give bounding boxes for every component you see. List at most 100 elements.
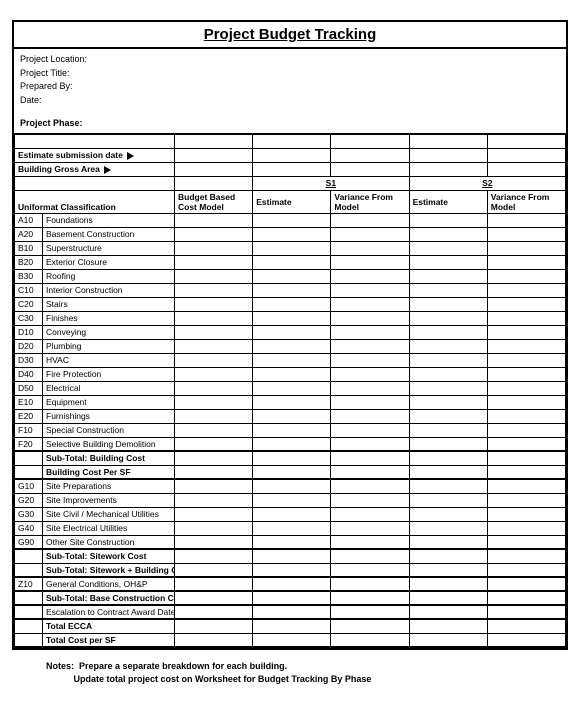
cell <box>253 381 331 395</box>
row-code: E20 <box>15 409 43 423</box>
cell <box>487 535 565 549</box>
row-desc: Exterior Closure <box>43 255 175 269</box>
notes-line-1: Prepare a separate breakdown for each bu… <box>79 661 287 671</box>
row-desc: Special Construction <box>43 423 175 437</box>
cell <box>409 325 487 339</box>
row-code: G20 <box>15 493 43 507</box>
row-code: D50 <box>15 381 43 395</box>
cell <box>331 283 409 297</box>
cell <box>331 409 409 423</box>
cell <box>487 619 565 633</box>
row-code <box>15 591 43 605</box>
cell <box>487 283 565 297</box>
row-desc: Other Site Construction <box>43 535 175 549</box>
row-code <box>15 549 43 563</box>
cell <box>409 437 487 451</box>
table-row: D40Fire Protection <box>15 367 566 381</box>
cell <box>409 353 487 367</box>
row-code: B10 <box>15 241 43 255</box>
variance-header-1: Variance From Model <box>331 190 409 213</box>
cell <box>409 227 487 241</box>
row-code: G90 <box>15 535 43 549</box>
cell <box>331 311 409 325</box>
row-desc: General Conditions, OH&P <box>43 577 175 591</box>
cell <box>331 465 409 479</box>
cell <box>253 339 331 353</box>
row-code <box>15 619 43 633</box>
row-desc: Site Electrical Utilities <box>43 521 175 535</box>
meta-block: Project Location: Project Title: Prepare… <box>14 49 566 134</box>
row-code: F20 <box>15 437 43 451</box>
cell <box>409 619 487 633</box>
subtotal-row: Total Cost per SF <box>15 633 566 647</box>
cell <box>253 605 331 619</box>
cell <box>175 297 253 311</box>
s-header-row: S1 S2 <box>15 176 566 190</box>
table-row: G90Other Site Construction <box>15 535 566 549</box>
row-code: D30 <box>15 353 43 367</box>
table-row: E20Furnishings <box>15 409 566 423</box>
spacer-row <box>15 134 566 148</box>
table-row: E10Equipment <box>15 395 566 409</box>
cell <box>409 493 487 507</box>
cell <box>175 325 253 339</box>
row-code: C20 <box>15 297 43 311</box>
project-phase-label: Project Phase: <box>20 107 560 131</box>
cell <box>409 423 487 437</box>
cell <box>175 619 253 633</box>
cell <box>331 619 409 633</box>
cell <box>253 367 331 381</box>
cell <box>175 493 253 507</box>
cell <box>175 451 253 465</box>
table-row: G40Site Electrical Utilities <box>15 521 566 535</box>
table-row: Escalation to Contract Award Date <box>15 605 566 619</box>
subtotal-row: Sub-Total: Sitework Cost <box>15 549 566 563</box>
cell <box>175 241 253 255</box>
table-row: A20Basement Construction <box>15 227 566 241</box>
cell <box>331 325 409 339</box>
table-row: F10Special Construction <box>15 423 566 437</box>
table-row: D10Conveying <box>15 325 566 339</box>
cell <box>175 563 253 577</box>
cell <box>487 213 565 227</box>
table-row: B30Roofing <box>15 269 566 283</box>
cell <box>331 605 409 619</box>
row-code: Z10 <box>15 577 43 591</box>
cell <box>409 549 487 563</box>
cell <box>409 241 487 255</box>
cell <box>253 507 331 521</box>
table-row: C30Finishes <box>15 311 566 325</box>
cell <box>175 605 253 619</box>
cell <box>175 633 253 647</box>
estimate-submission-label: Estimate submission date <box>18 150 123 160</box>
row-desc: Roofing <box>43 269 175 283</box>
row-code: G10 <box>15 479 43 493</box>
cell <box>487 367 565 381</box>
cell <box>487 577 565 591</box>
row-desc: HVAC <box>43 353 175 367</box>
cell <box>253 437 331 451</box>
cell <box>331 563 409 577</box>
row-desc: Site Improvements <box>43 493 175 507</box>
cell <box>331 269 409 283</box>
cell <box>175 339 253 353</box>
cell <box>487 563 565 577</box>
cell <box>331 507 409 521</box>
cell <box>487 409 565 423</box>
cell <box>331 395 409 409</box>
row-code: A20 <box>15 227 43 241</box>
cell <box>409 465 487 479</box>
table-row: C20Stairs <box>15 297 566 311</box>
cell <box>253 297 331 311</box>
table-row: G10Site Preparations <box>15 479 566 493</box>
row-desc: Superstructure <box>43 241 175 255</box>
cell <box>175 311 253 325</box>
row-code: G40 <box>15 521 43 535</box>
notes-line-2: Update total project cost on Worksheet f… <box>74 674 372 684</box>
row-desc: Conveying <box>43 325 175 339</box>
project-location-label: Project Location: <box>20 53 560 67</box>
row-desc: Interior Construction <box>43 283 175 297</box>
cell <box>331 227 409 241</box>
cell <box>253 451 331 465</box>
s2-header: S2 <box>409 176 565 190</box>
